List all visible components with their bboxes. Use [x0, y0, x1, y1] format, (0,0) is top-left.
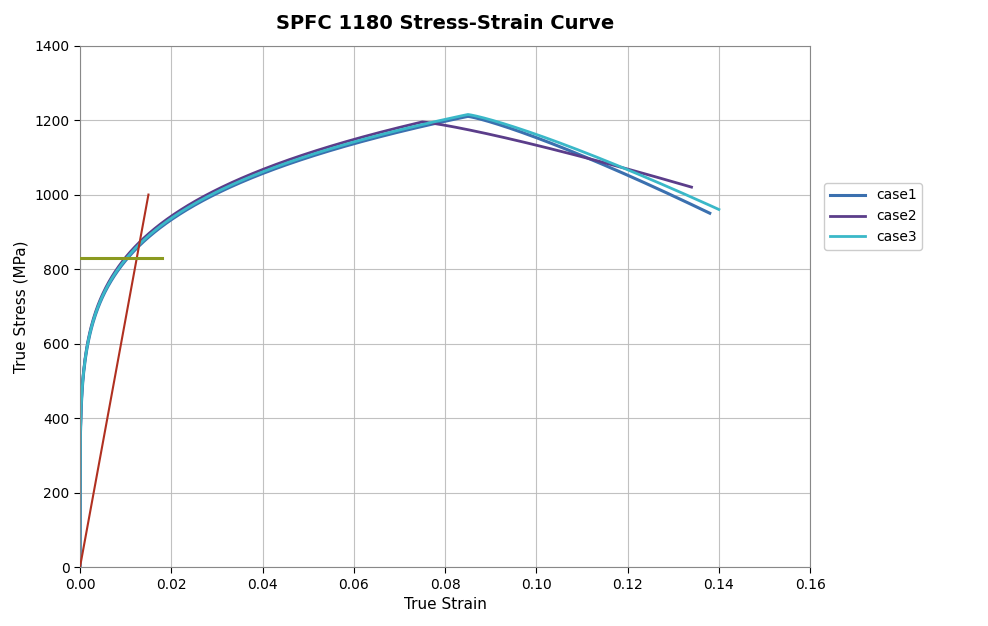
case2 [416, 118, 428, 126]
case3 [242, 174, 254, 182]
case3 [160, 218, 172, 226]
case3 [713, 206, 725, 213]
case2 [680, 182, 692, 189]
Line: case1: case1 [80, 116, 709, 567]
case3 [479, 115, 491, 122]
case3 [707, 203, 719, 211]
case1 [462, 113, 474, 120]
case2 [156, 219, 168, 227]
case1 [699, 207, 710, 214]
case1 [703, 210, 715, 217]
case1 [74, 563, 86, 571]
X-axis label: True Strain: True Strain [404, 597, 486, 612]
case1 [473, 115, 485, 123]
case3 [365, 134, 376, 141]
case3 [167, 213, 179, 221]
Line: case3: case3 [80, 115, 719, 567]
case2 [352, 135, 364, 142]
case3 [74, 563, 86, 571]
Y-axis label: True Stress (MPa): True Stress (MPa) [14, 240, 29, 372]
case2 [461, 126, 473, 133]
Line: case2: case2 [80, 122, 692, 567]
case1 [166, 215, 178, 223]
case2 [163, 214, 175, 222]
case1 [240, 177, 252, 184]
case2 [686, 183, 698, 191]
case2 [235, 175, 247, 182]
Legend: case1, case2, case3: case1, case2, case3 [824, 183, 922, 250]
case3 [462, 111, 474, 118]
case2 [74, 563, 86, 571]
Title: SPFC 1180 Stress-Strain Curve: SPFC 1180 Stress-Strain Curve [276, 14, 615, 33]
case1 [361, 136, 372, 144]
case1 [159, 220, 171, 228]
